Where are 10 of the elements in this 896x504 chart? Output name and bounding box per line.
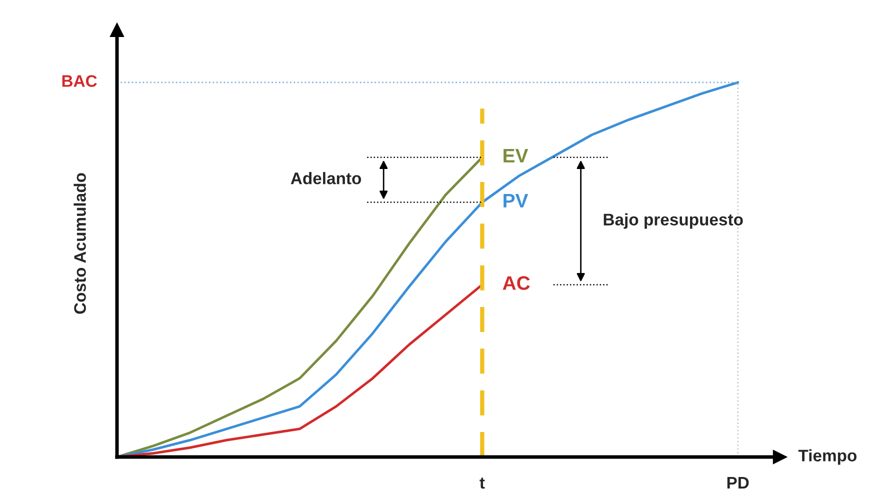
series-label: PV [504, 194, 528, 208]
y-axis-title: Costo Acumulado [74, 173, 86, 314]
annotation: Adelanto [290, 172, 362, 184]
x-tick-label: PD [727, 477, 749, 489]
series-label: AC [502, 276, 530, 290]
annotation: Bajo presupuesto [604, 213, 743, 229]
series-label: EV [504, 149, 528, 162]
x-tick-label: t [480, 478, 485, 489]
x-axis-title: Tiempo [798, 449, 857, 465]
ref-line-label: BAC [62, 75, 97, 87]
